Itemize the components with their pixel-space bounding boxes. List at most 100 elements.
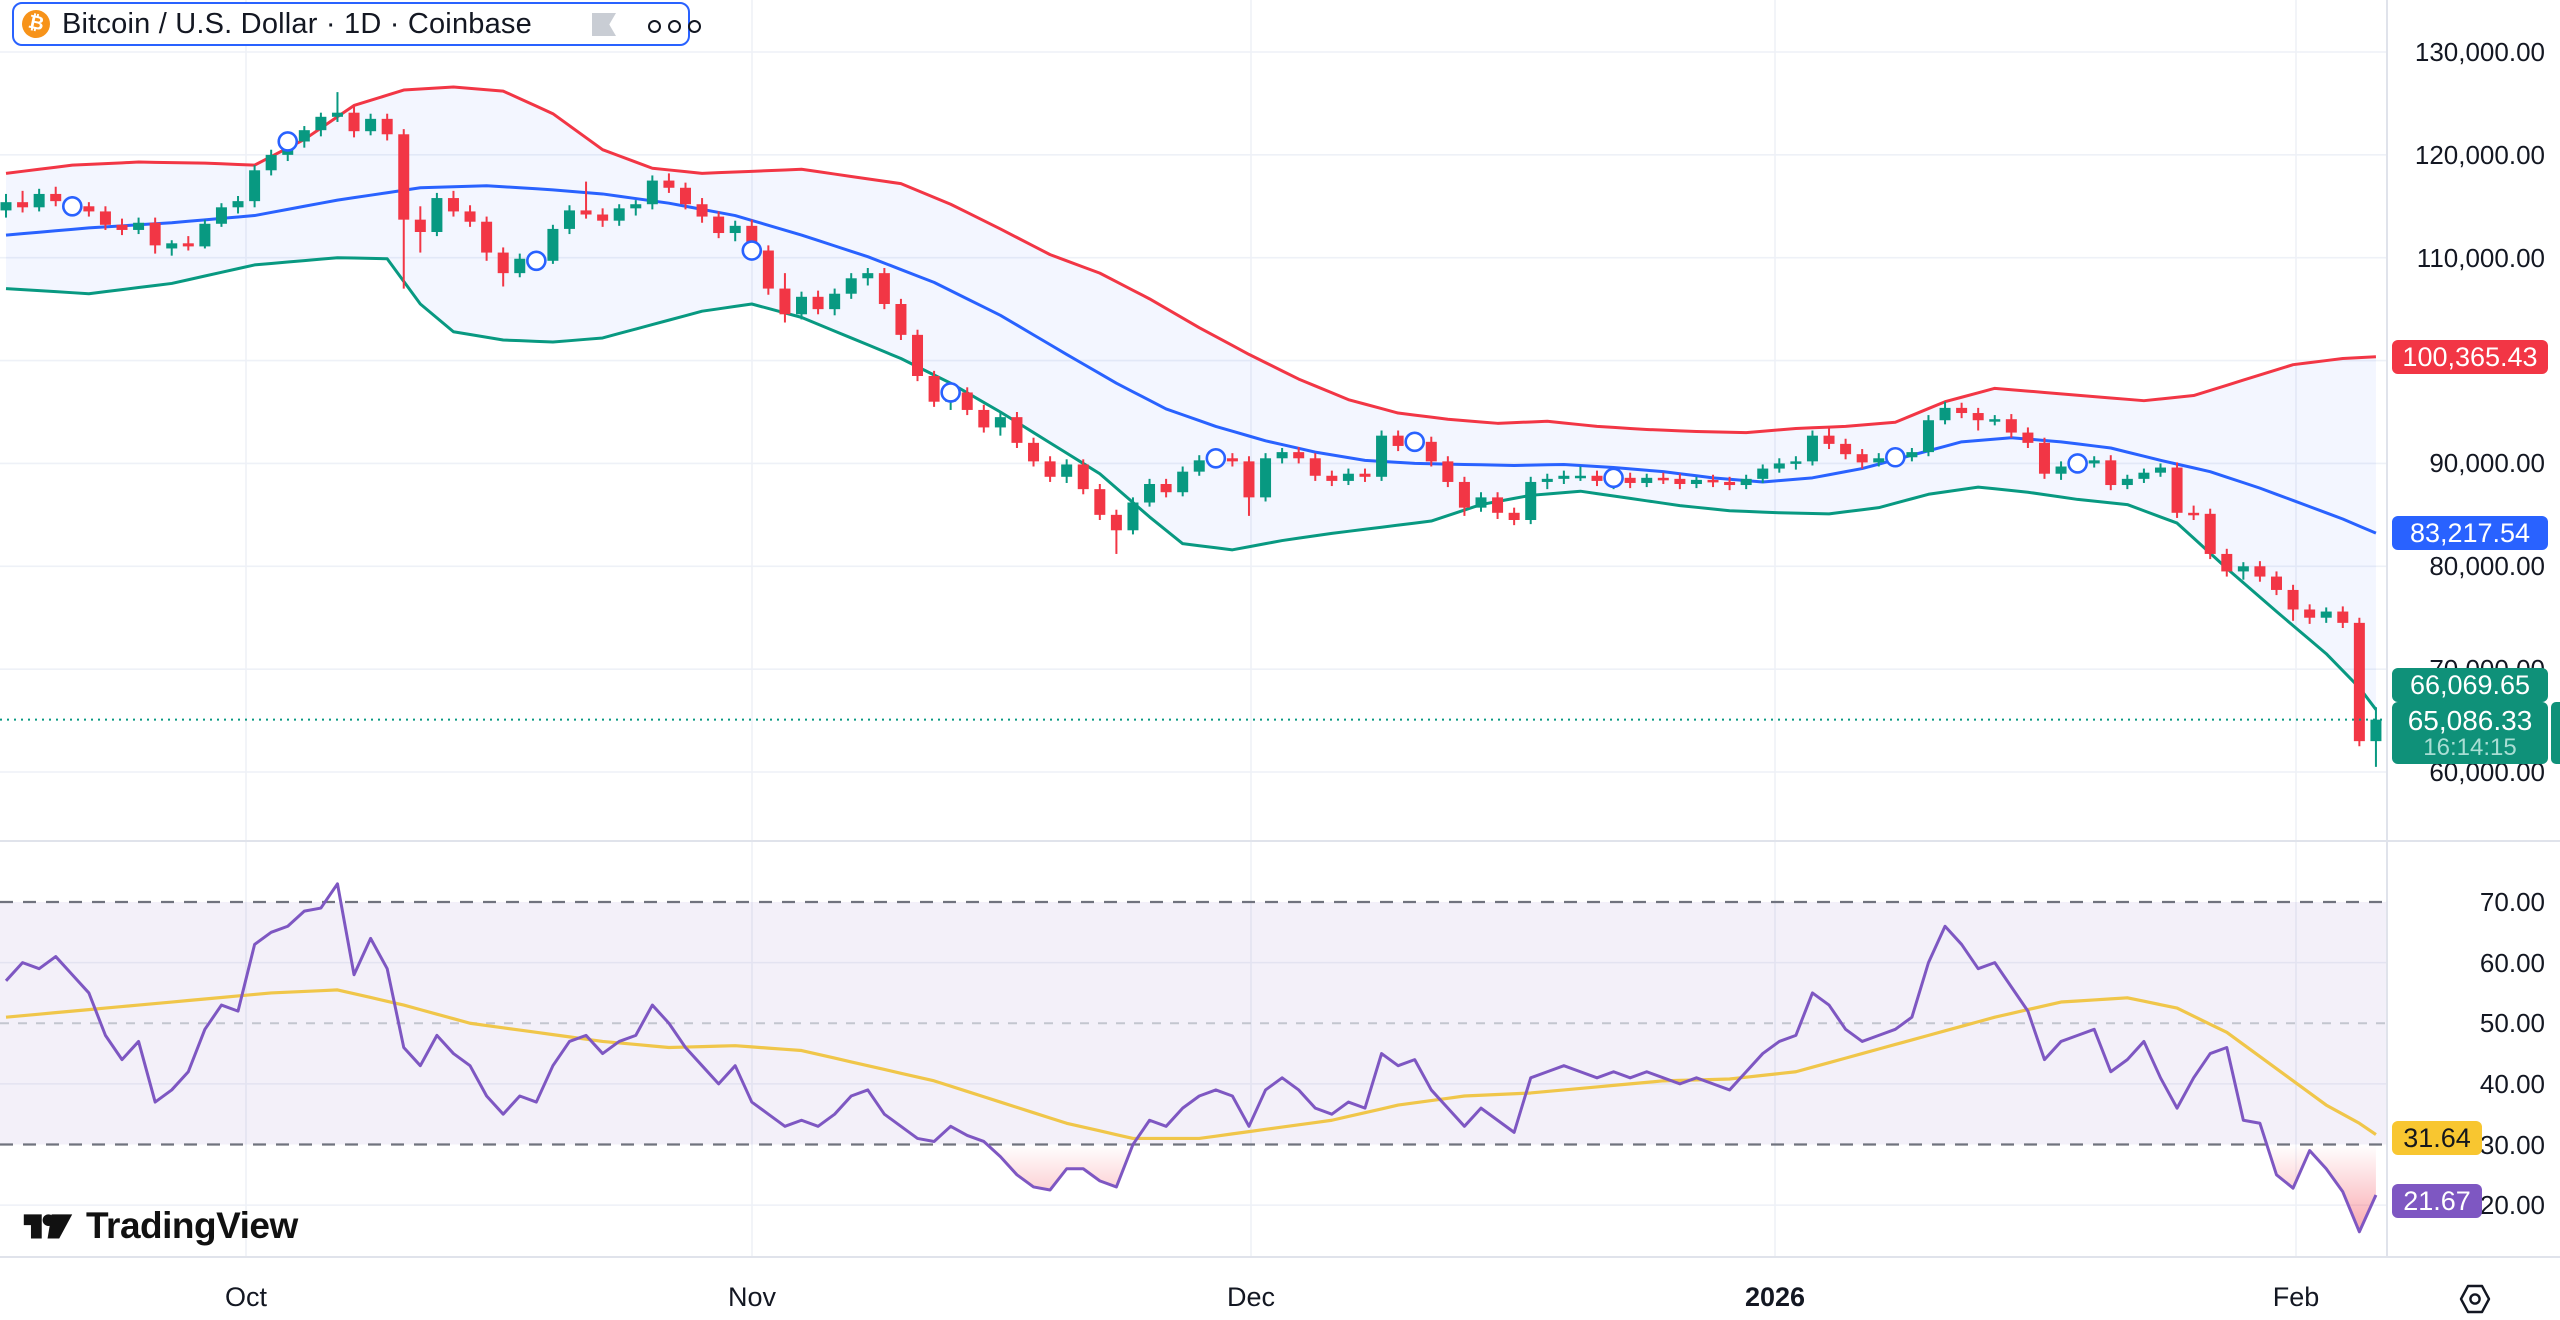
bb-upper-price-label: 100,365.43 bbox=[2392, 340, 2548, 374]
candle-body bbox=[1243, 461, 1255, 498]
candle-body bbox=[2271, 576, 2283, 590]
candle-body bbox=[2121, 478, 2133, 486]
candle-body bbox=[199, 223, 211, 247]
candle-body bbox=[1110, 514, 1122, 531]
symbol-legend[interactable]: ₿ Bitcoin / U.S. Dollar · 1D · Coinbase bbox=[12, 2, 701, 46]
candle-body bbox=[1674, 478, 1686, 484]
rsi-axis-label: 20.00 bbox=[2479, 1190, 2545, 1221]
candle-body bbox=[116, 224, 128, 230]
candle-body bbox=[2088, 460, 2100, 464]
candle-body bbox=[2138, 472, 2150, 479]
candle-body bbox=[1856, 454, 1868, 463]
candle-body bbox=[315, 116, 327, 131]
candle-body bbox=[1657, 477, 1669, 481]
candle-body bbox=[895, 304, 907, 335]
close-circle-marker bbox=[2067, 453, 2088, 474]
candle-body bbox=[1972, 413, 1984, 421]
candle-body bbox=[133, 222, 145, 230]
close-circle-marker bbox=[526, 250, 547, 272]
candle-body bbox=[2353, 622, 2365, 742]
rsi-ma-line bbox=[5, 988, 2377, 1141]
candle-body bbox=[2038, 442, 2050, 474]
rsi-ma-value-label: 31.64 bbox=[2392, 1121, 2482, 1155]
candle-body bbox=[912, 334, 924, 376]
candle-body bbox=[928, 376, 940, 402]
candle-body bbox=[1624, 477, 1636, 483]
candle-body bbox=[812, 296, 824, 310]
candle-body bbox=[1061, 464, 1073, 477]
tradingview-logo[interactable]: TradingView bbox=[22, 1205, 298, 1247]
candle-body bbox=[547, 228, 559, 261]
candle-body bbox=[613, 208, 625, 221]
candle-body bbox=[2320, 611, 2332, 618]
candle-body bbox=[1574, 475, 1586, 479]
candle-body bbox=[1458, 481, 1470, 508]
candle-body bbox=[845, 278, 857, 294]
candle-body bbox=[1956, 407, 1968, 414]
candle-body bbox=[2337, 611, 2349, 623]
candle-body bbox=[1342, 473, 1354, 481]
candle-body bbox=[779, 288, 791, 315]
rsi-value-label: 21.67 bbox=[2392, 1184, 2482, 1218]
candle-body bbox=[2055, 466, 2067, 474]
candle-body bbox=[1790, 461, 1802, 464]
candle-body bbox=[961, 392, 973, 410]
candle-body bbox=[50, 193, 62, 202]
candle-body bbox=[1541, 478, 1553, 482]
candle-body bbox=[796, 296, 808, 315]
time-axis-label-feb: Feb bbox=[2272, 1282, 2320, 1312]
candle-body bbox=[232, 201, 244, 208]
candle-body bbox=[878, 273, 890, 304]
candle-body bbox=[1044, 461, 1056, 477]
candle-body bbox=[1226, 458, 1238, 462]
candle-body bbox=[1840, 443, 1852, 455]
candle-body bbox=[2022, 432, 2034, 443]
rsi-axis-label: 30.00 bbox=[2479, 1129, 2545, 1160]
last-price-value: 65,086.33 bbox=[2407, 704, 2533, 736]
candle-body bbox=[696, 204, 708, 217]
candle-body bbox=[1309, 458, 1321, 476]
candle-body bbox=[1492, 497, 1504, 513]
candle-body bbox=[729, 225, 741, 234]
price-axis-label: 80,000.00 bbox=[2429, 551, 2545, 582]
candle-body bbox=[1359, 473, 1371, 477]
candle-body bbox=[2171, 467, 2183, 513]
candle-body bbox=[1144, 484, 1156, 503]
candle-body bbox=[1525, 481, 1537, 520]
candle-body bbox=[1392, 435, 1404, 446]
tradingview-logo-text: TradingView bbox=[86, 1205, 298, 1246]
time-axis-label-2026: 2026 bbox=[1744, 1282, 1806, 1312]
symbol-title[interactable]: Bitcoin / U.S. Dollar · 1D · Coinbase bbox=[62, 7, 532, 40]
more-options-icon[interactable] bbox=[648, 20, 701, 33]
candle-body bbox=[1806, 435, 1818, 462]
bollinger-lower-line bbox=[5, 256, 2378, 711]
time-axis-label-oct: Oct bbox=[224, 1282, 268, 1312]
candle-body bbox=[1740, 478, 1752, 486]
close-circle-marker bbox=[1885, 446, 1906, 468]
candle-body bbox=[1127, 502, 1139, 531]
candle-body bbox=[166, 243, 178, 249]
candle-body bbox=[464, 211, 476, 222]
candle-body bbox=[1475, 497, 1487, 508]
time-axis-settings-gear-icon[interactable] bbox=[2456, 1280, 2494, 1318]
candle-body bbox=[829, 293, 841, 310]
rsi-axis-label: 40.00 bbox=[2479, 1068, 2545, 1099]
candle-body bbox=[2254, 566, 2266, 577]
candle-body bbox=[2204, 513, 2216, 554]
candle-body bbox=[99, 211, 111, 225]
candle-body bbox=[2154, 467, 2166, 473]
candle-body bbox=[447, 198, 459, 212]
candle-body bbox=[1011, 417, 1023, 443]
candle-body bbox=[1591, 475, 1603, 481]
candle-body bbox=[1160, 484, 1172, 493]
candle-body bbox=[1293, 452, 1305, 459]
candle-body bbox=[2105, 460, 2117, 486]
price-axis-label: 130,000.00 bbox=[2414, 37, 2545, 67]
last-price-label: 65,086.33 16:14:15 bbox=[2392, 702, 2548, 764]
candle-body bbox=[1724, 481, 1736, 486]
flag-icon[interactable] bbox=[592, 13, 616, 36]
candle-body bbox=[1376, 435, 1388, 477]
candle-body bbox=[994, 417, 1006, 428]
